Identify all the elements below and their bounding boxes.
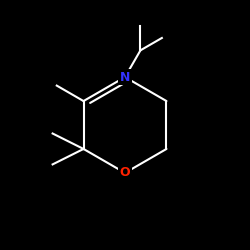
Text: N: N [120,70,130,84]
Text: O: O [120,166,130,179]
